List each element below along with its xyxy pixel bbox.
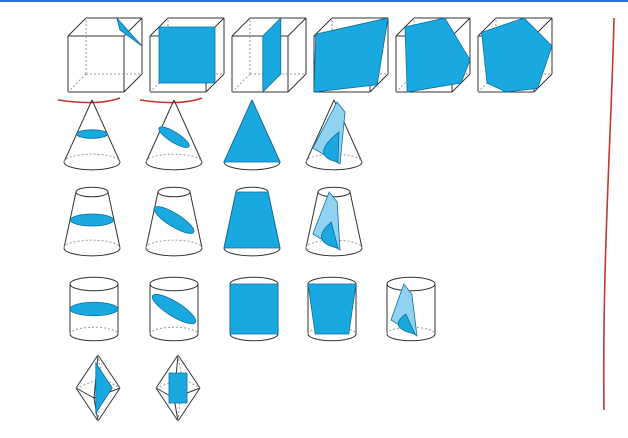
cylinder-ellipse-figure: [149, 276, 199, 342]
frustum-circle-figure: [63, 186, 121, 257]
cone-circle-figure: [63, 99, 121, 171]
cylinder-circle-figure: [69, 276, 119, 342]
cylinder-axial-rectangle-figure: [229, 276, 279, 342]
section-rectangle: [168, 372, 188, 404]
section-curved-section: [321, 221, 339, 249]
section-ellipse: [158, 126, 190, 148]
section-trapezoid: [307, 283, 357, 335]
frustum-axial-trapezoid-figure: [223, 186, 281, 257]
section-corner-triangle: [116, 17, 143, 47]
section-triangle: [95, 361, 113, 415]
red-underline: [57, 97, 121, 104]
cube-hexagon-figure: [477, 17, 553, 93]
section-axial-triangle: [223, 99, 281, 163]
frustum-curved-section-figure: [305, 186, 363, 257]
cone-parabola-figure: [305, 99, 363, 171]
right-margin-line: [602, 17, 615, 411]
section-circle: [76, 129, 108, 139]
bipyramid-rectangle-figure: [155, 354, 201, 422]
section-curved-section-light: [390, 283, 418, 337]
cube-oblique-quadrilateral-figure: [313, 17, 389, 93]
section-hexagon: [481, 17, 553, 93]
section-axial-rectangle: [229, 283, 279, 335]
section-pentagon: [404, 17, 471, 93]
section-ellipse: [151, 293, 197, 325]
section-oblique-quadrilateral: [313, 17, 389, 93]
section-parallel-square: [158, 26, 216, 84]
cone-axial-triangle-figure: [223, 99, 281, 171]
section-circle: [70, 213, 114, 227]
cube-diagonal-rectangle-figure: [231, 17, 307, 93]
cube-parallel-square-figure: [139, 17, 225, 104]
section-ellipse: [153, 206, 195, 234]
cube-pentagon-figure: [395, 17, 471, 93]
frustum-ellipse-figure: [145, 186, 203, 257]
cylinder-curved-section-figure: [386, 276, 436, 342]
cube-corner-triangle-figure: [57, 17, 143, 104]
red-underline: [139, 97, 203, 104]
bipyramid-triangle-figure: [75, 354, 121, 422]
section-circle: [69, 301, 119, 317]
section-axial-trapezoid: [223, 191, 281, 249]
cone-ellipse-figure: [145, 99, 203, 171]
cylinder-trapezoid-figure: [307, 276, 357, 342]
section-parabola: [323, 131, 340, 163]
section-curved-section: [397, 313, 416, 335]
section-diagonal-rectangle: [262, 17, 282, 93]
